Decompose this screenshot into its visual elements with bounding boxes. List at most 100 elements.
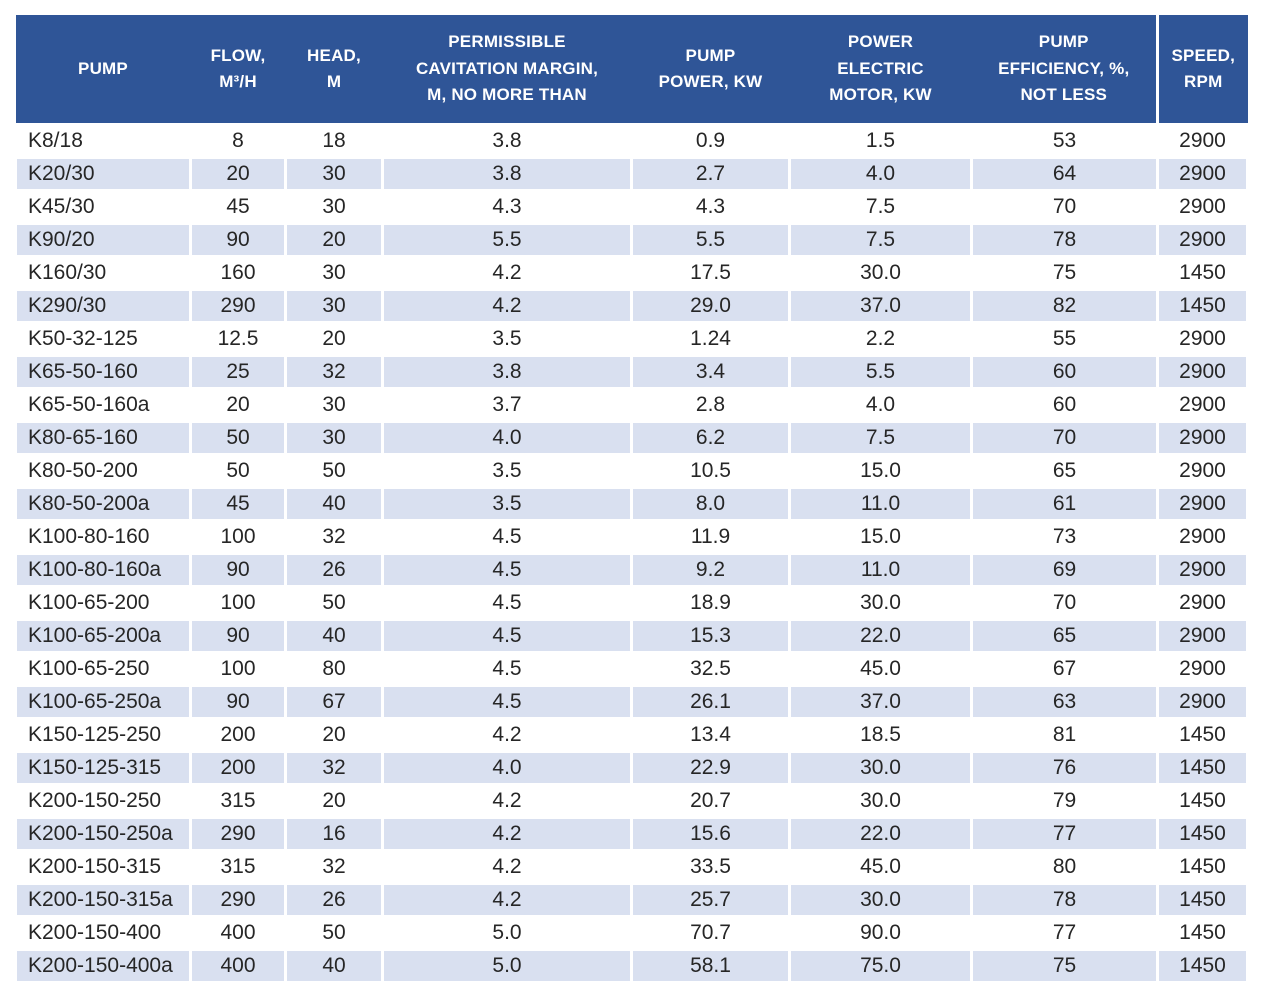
value-cell: 25.7 [630,882,791,918]
value-cell: 3.8 [381,123,633,159]
value-cell: 16 [284,816,384,852]
header-flow: FLOW, M³/H [190,15,286,125]
table-row: K100-65-250 100 80 4.5 32.5 45.0 67 2900 [14,651,1249,687]
pump-name-cell: K65-50-160a [14,387,192,423]
table-body: K8/18 8 18 3.8 0.9 1.5 53 2900 K20/30 20 30 3.8 2.7 4… [14,123,1249,984]
value-cell: 18 [284,123,384,159]
value-cell: 55 [970,321,1159,357]
value-cell: 0.9 [630,123,791,159]
value-cell: 4.2 [381,882,633,918]
value-cell: 20 [189,387,287,423]
value-cell: 67 [970,651,1159,687]
value-cell: 65 [970,618,1159,654]
value-cell: 78 [970,882,1159,918]
value-cell: 40 [284,948,384,984]
value-cell: 22.0 [788,618,973,654]
table-row: K100-80-160 100 32 4.5 11.9 15.0 73 2900 [14,519,1249,555]
value-cell: 79 [970,783,1159,819]
table-row: K100-65-200a 90 40 4.5 15.3 22.0 65 2900 [14,618,1249,654]
value-cell: 1450 [1156,915,1249,951]
pump-name-cell: K80-50-200a [14,486,192,522]
pump-name-cell: K45/30 [14,189,192,225]
value-cell: 26.1 [630,684,791,720]
value-cell: 30.0 [788,585,973,621]
value-cell: 17.5 [630,255,791,291]
value-cell: 77 [970,915,1159,951]
value-cell: 8.0 [630,486,791,522]
value-cell: 80 [970,849,1159,885]
value-cell: 10.5 [630,453,791,489]
pump-name-cell: K200-150-250 [14,783,192,819]
value-cell: 1450 [1156,849,1249,885]
value-cell: 4.2 [381,255,633,291]
table-row: K200-150-315a 290 26 4.2 25.7 30.0 78 1450 [14,882,1249,918]
value-cell: 20 [284,222,384,258]
pump-name-cell: K80-65-160 [14,420,192,456]
value-cell: 2900 [1156,222,1249,258]
value-cell: 50 [284,915,384,951]
value-cell: 60 [970,354,1159,390]
value-cell: 63 [970,684,1159,720]
value-cell: 58.1 [630,948,791,984]
value-cell: 20 [284,783,384,819]
header-pump: PUMP [15,15,191,125]
value-cell: 37.0 [788,684,973,720]
pump-name-cell: K100-80-160a [14,552,192,588]
value-cell: 7.5 [788,222,973,258]
table-row: K200-150-400a 400 40 5.0 58.1 75.0 75 1450 [14,948,1249,984]
value-cell: 90 [189,552,287,588]
pump-name-cell: K200-150-400 [14,915,192,951]
value-cell: 2900 [1156,453,1249,489]
value-cell: 1.5 [788,123,973,159]
pump-name-cell: K290/30 [14,288,192,324]
table-row: K200-150-250 315 20 4.2 20.7 30.0 79 1450 [14,783,1249,819]
pump-name-cell: K20/30 [14,156,192,192]
value-cell: 2900 [1156,156,1249,192]
value-cell: 30 [284,156,384,192]
value-cell: 11.0 [788,552,973,588]
header-cavitation-margin: PERMISSIBLE CAVITATION MARGIN, M, NO MOR… [382,15,632,125]
value-cell: 4.0 [381,420,633,456]
value-cell: 45.0 [788,849,973,885]
table-row: K45/30 45 30 4.3 4.3 7.5 70 2900 [14,189,1249,225]
value-cell: 2900 [1156,519,1249,555]
value-cell: 3.4 [630,354,791,390]
value-cell: 30 [284,387,384,423]
value-cell: 2.8 [630,387,791,423]
table-row: K80-50-200a 45 40 3.5 8.0 11.0 61 2900 [14,486,1249,522]
value-cell: 2900 [1156,354,1249,390]
value-cell: 5.5 [630,222,791,258]
pump-name-cell: K8/18 [14,123,192,159]
value-cell: 1450 [1156,288,1249,324]
pump-name-cell: K200-150-400a [14,948,192,984]
value-cell: 315 [189,783,287,819]
pump-name-cell: K50-32-125 [14,321,192,357]
pump-name-cell: K150-125-315 [14,750,192,786]
value-cell: 40 [284,618,384,654]
table-row: K100-80-160a 90 26 4.5 9.2 11.0 69 2900 [14,552,1249,588]
value-cell: 69 [970,552,1159,588]
table-row: K80-65-160 50 30 4.0 6.2 7.5 70 2900 [14,420,1249,456]
value-cell: 67 [284,684,384,720]
value-cell: 3.5 [381,486,633,522]
value-cell: 4.0 [788,156,973,192]
value-cell: 30.0 [788,882,973,918]
pump-name-cell: K65-50-160 [14,354,192,390]
pump-name-cell: K200-150-250a [14,816,192,852]
value-cell: 50 [284,453,384,489]
table-row: K160/30 160 30 4.2 17.5 30.0 75 1450 [14,255,1249,291]
value-cell: 1450 [1156,783,1249,819]
value-cell: 30.0 [788,783,973,819]
value-cell: 15.0 [788,453,973,489]
table-row: K290/30 290 30 4.2 29.0 37.0 82 1450 [14,288,1249,324]
value-cell: 90 [189,222,287,258]
pump-name-cell: K100-65-200 [14,585,192,621]
value-cell: 4.5 [381,651,633,687]
value-cell: 26 [284,882,384,918]
header-efficiency: PUMP EFFICIENCY, %, NOT LESS [971,15,1158,125]
value-cell: 81 [970,717,1159,753]
value-cell: 315 [189,849,287,885]
value-cell: 40 [284,486,384,522]
value-cell: 7.5 [788,189,973,225]
value-cell: 73 [970,519,1159,555]
